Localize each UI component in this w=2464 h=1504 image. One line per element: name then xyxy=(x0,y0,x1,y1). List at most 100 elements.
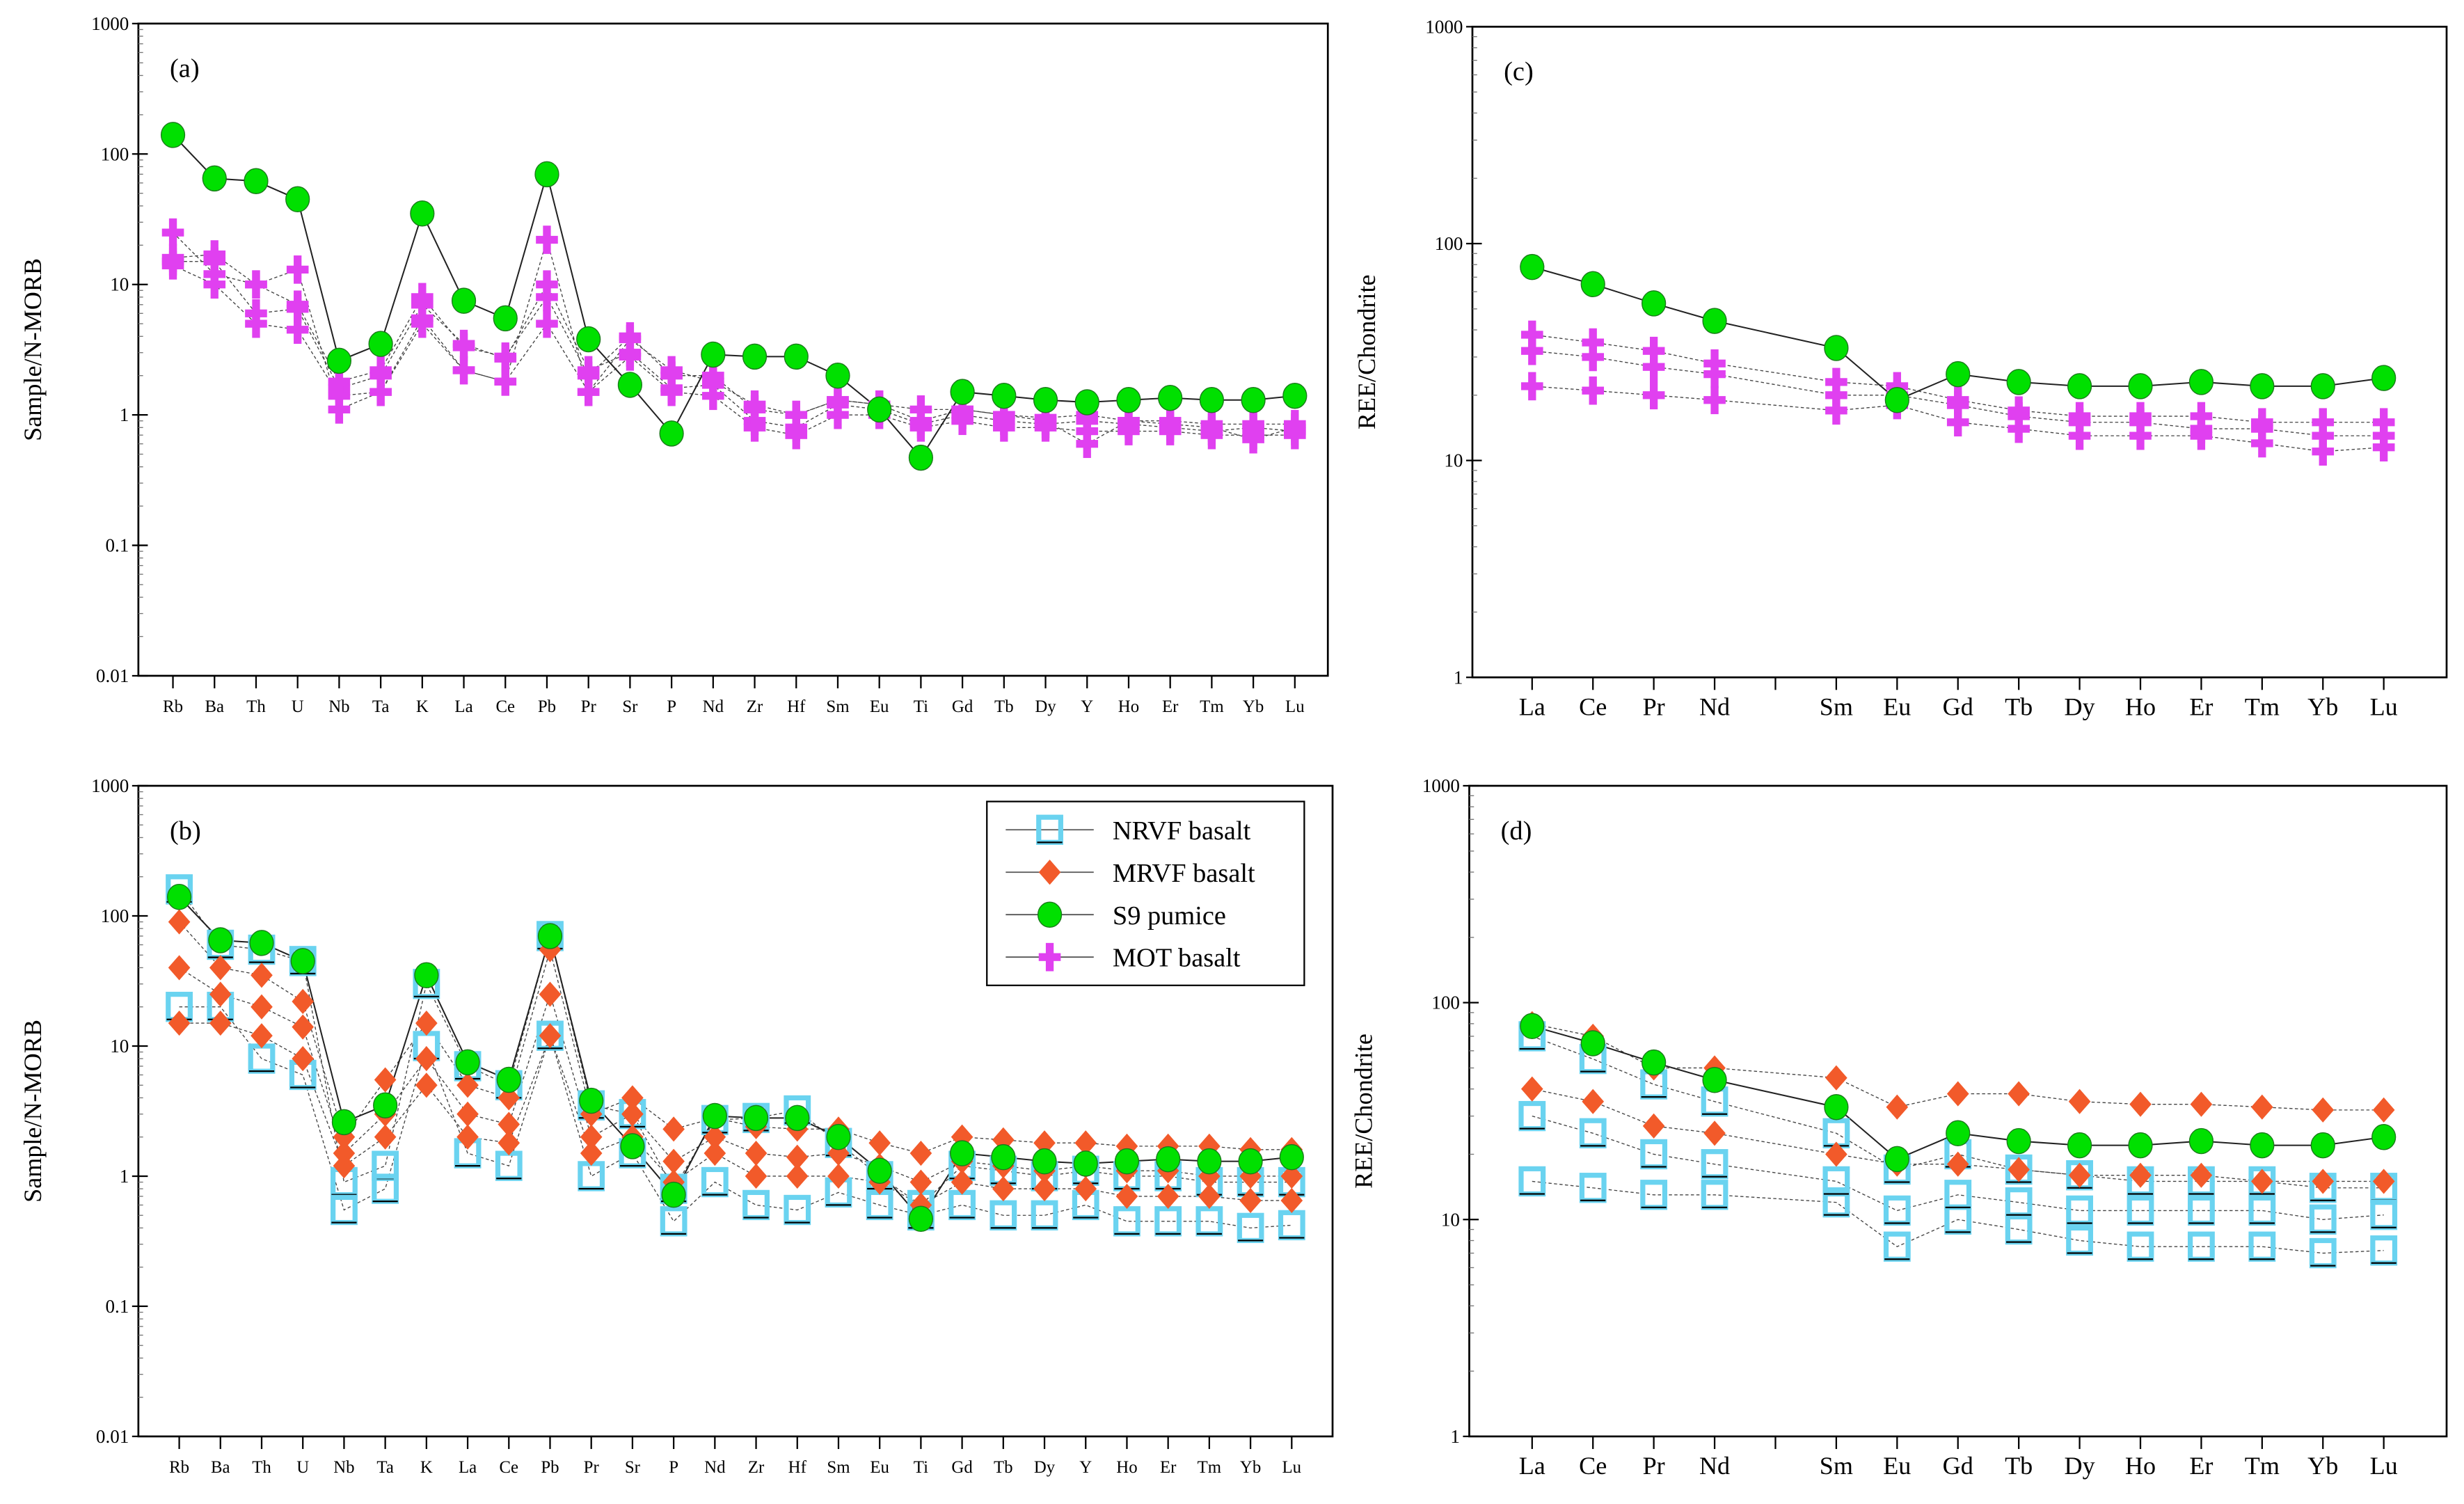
x-tick-label: Ce xyxy=(1579,1452,1607,1480)
point-mrvf xyxy=(456,1101,479,1127)
x-tick-label: Ti xyxy=(914,697,928,716)
point-mot-bar xyxy=(660,372,683,380)
point-s9 xyxy=(1279,1143,1304,1171)
point-nrvf xyxy=(2066,1225,2094,1256)
point-mot-bar xyxy=(1582,386,1605,395)
x-tick-label: Zr xyxy=(748,1458,765,1477)
point-mot-bar xyxy=(1076,427,1099,436)
point-s9 xyxy=(326,347,352,374)
point-s9 xyxy=(368,331,393,357)
point-nrvf xyxy=(2005,1187,2033,1218)
chart-d: 1000 100 10 1 REE/Chondrite (d) La Ce Pr Nd Sm Eu Gd… xyxy=(1349,775,2448,1480)
point-s9 xyxy=(1238,1148,1263,1175)
y-axis-label: REE/Chondrite xyxy=(1349,1034,1377,1189)
point-mot-bar xyxy=(993,411,1015,419)
point-mrvf xyxy=(2008,1081,2030,1107)
y-tick-label: 1000 xyxy=(1425,16,1463,37)
x-tick-label: Tm xyxy=(2245,1452,2280,1480)
point-mrvf xyxy=(292,1046,315,1072)
point-mrvf xyxy=(2190,1091,2213,1117)
point-s9 xyxy=(1702,1067,1727,1093)
legend-label: MRVF basalt xyxy=(1113,859,1255,888)
plot-frame xyxy=(1468,784,2448,1438)
point-s9 xyxy=(908,444,934,471)
point-mot-bar xyxy=(452,366,475,374)
point-s9 xyxy=(1158,384,1183,411)
point-mot-bar xyxy=(619,332,642,340)
point-s9 xyxy=(285,186,310,213)
point-s9 xyxy=(949,1140,975,1166)
point-mrvf xyxy=(292,1014,315,1040)
x-tick-label: Ba xyxy=(205,697,224,716)
point-s9 xyxy=(249,930,274,956)
point-s9 xyxy=(2128,373,2153,399)
panel-label: (a) xyxy=(170,54,200,84)
y-axis-label: Sample/N-MORB xyxy=(19,1020,47,1203)
point-s9 xyxy=(2310,373,2335,399)
point-mrvf xyxy=(1033,1130,1056,1156)
point-mrvf xyxy=(2372,1169,2395,1194)
point-s9 xyxy=(2188,369,2214,395)
point-mrvf xyxy=(251,994,273,1020)
point-mrvf xyxy=(1074,1176,1097,1202)
point-s9 xyxy=(1884,1146,1909,1173)
x-tick-label: Nb xyxy=(328,697,349,716)
point-mot-bar xyxy=(743,405,766,414)
point-s9 xyxy=(701,341,726,368)
point-mot-bar xyxy=(660,388,683,396)
x-tick-label: Ho xyxy=(2125,692,2156,720)
x-tick-label: Tb xyxy=(994,1458,1013,1477)
x-tick-label: Ce xyxy=(495,697,515,716)
point-s9 xyxy=(825,362,850,389)
x-tick-label: La xyxy=(454,697,472,716)
point-mrvf xyxy=(374,1067,397,1093)
point-mot-bar xyxy=(577,372,600,380)
point-s9 xyxy=(2310,1132,2335,1159)
point-s9 xyxy=(867,1157,892,1184)
x-tick-label: Yb xyxy=(2307,692,2338,720)
point-mot-bar xyxy=(1520,331,1543,339)
plot-frame xyxy=(137,22,1329,677)
point-mrvf xyxy=(868,1130,891,1156)
x-tick-label: Yb xyxy=(1240,1458,1261,1477)
point-s9 xyxy=(659,420,684,447)
legend-label: NRVF basalt xyxy=(1113,816,1251,846)
point-s9 xyxy=(702,1102,727,1130)
series-line-mrvf xyxy=(179,1022,1292,1206)
point-mot-bar xyxy=(536,235,558,244)
x-tick-label: K xyxy=(416,697,429,716)
point-mrvf xyxy=(539,981,562,1007)
x-tick-label: Gd xyxy=(1943,1452,1973,1480)
point-s9 xyxy=(166,883,192,910)
x-tick-label: Hf xyxy=(788,1458,807,1477)
y-tick-label: 0.1 xyxy=(105,1296,129,1317)
x-tick-label: Dy xyxy=(2065,692,2095,720)
x-tick-label: Er xyxy=(1162,697,1179,716)
point-mot-bar xyxy=(369,388,392,396)
series-line-nrvf xyxy=(179,889,1292,1206)
point-mrvf xyxy=(1280,1163,1303,1189)
point-s9 xyxy=(908,1205,934,1233)
y-tick-label: 1000 xyxy=(91,13,129,34)
point-s9 xyxy=(2250,1132,2275,1159)
x-tick-label: Pr xyxy=(581,697,597,716)
point-mrvf xyxy=(2372,1097,2395,1123)
point-mrvf xyxy=(2312,1097,2335,1123)
series-line-mrvf xyxy=(179,921,1292,1154)
point-mot-bar xyxy=(951,405,973,414)
y-tick-label: 0.01 xyxy=(96,1426,129,1447)
point-mot-bar xyxy=(2312,448,2335,456)
x-tick-label: P xyxy=(669,1458,678,1477)
series-line-s9 xyxy=(172,134,1295,459)
point-mrvf xyxy=(1886,1094,1909,1120)
x-tick-label: Rb xyxy=(169,1458,189,1477)
plot-frame xyxy=(1471,26,2448,679)
x-tick-label: Dy xyxy=(2065,1452,2095,1480)
point-mrvf xyxy=(992,1176,1015,1202)
x-tick-label: Pb xyxy=(541,1458,559,1477)
point-s9 xyxy=(1114,1148,1140,1175)
point-mot-bar xyxy=(203,250,226,259)
series-line-mot xyxy=(173,264,1295,436)
x-tick-label: Sm xyxy=(826,697,849,716)
